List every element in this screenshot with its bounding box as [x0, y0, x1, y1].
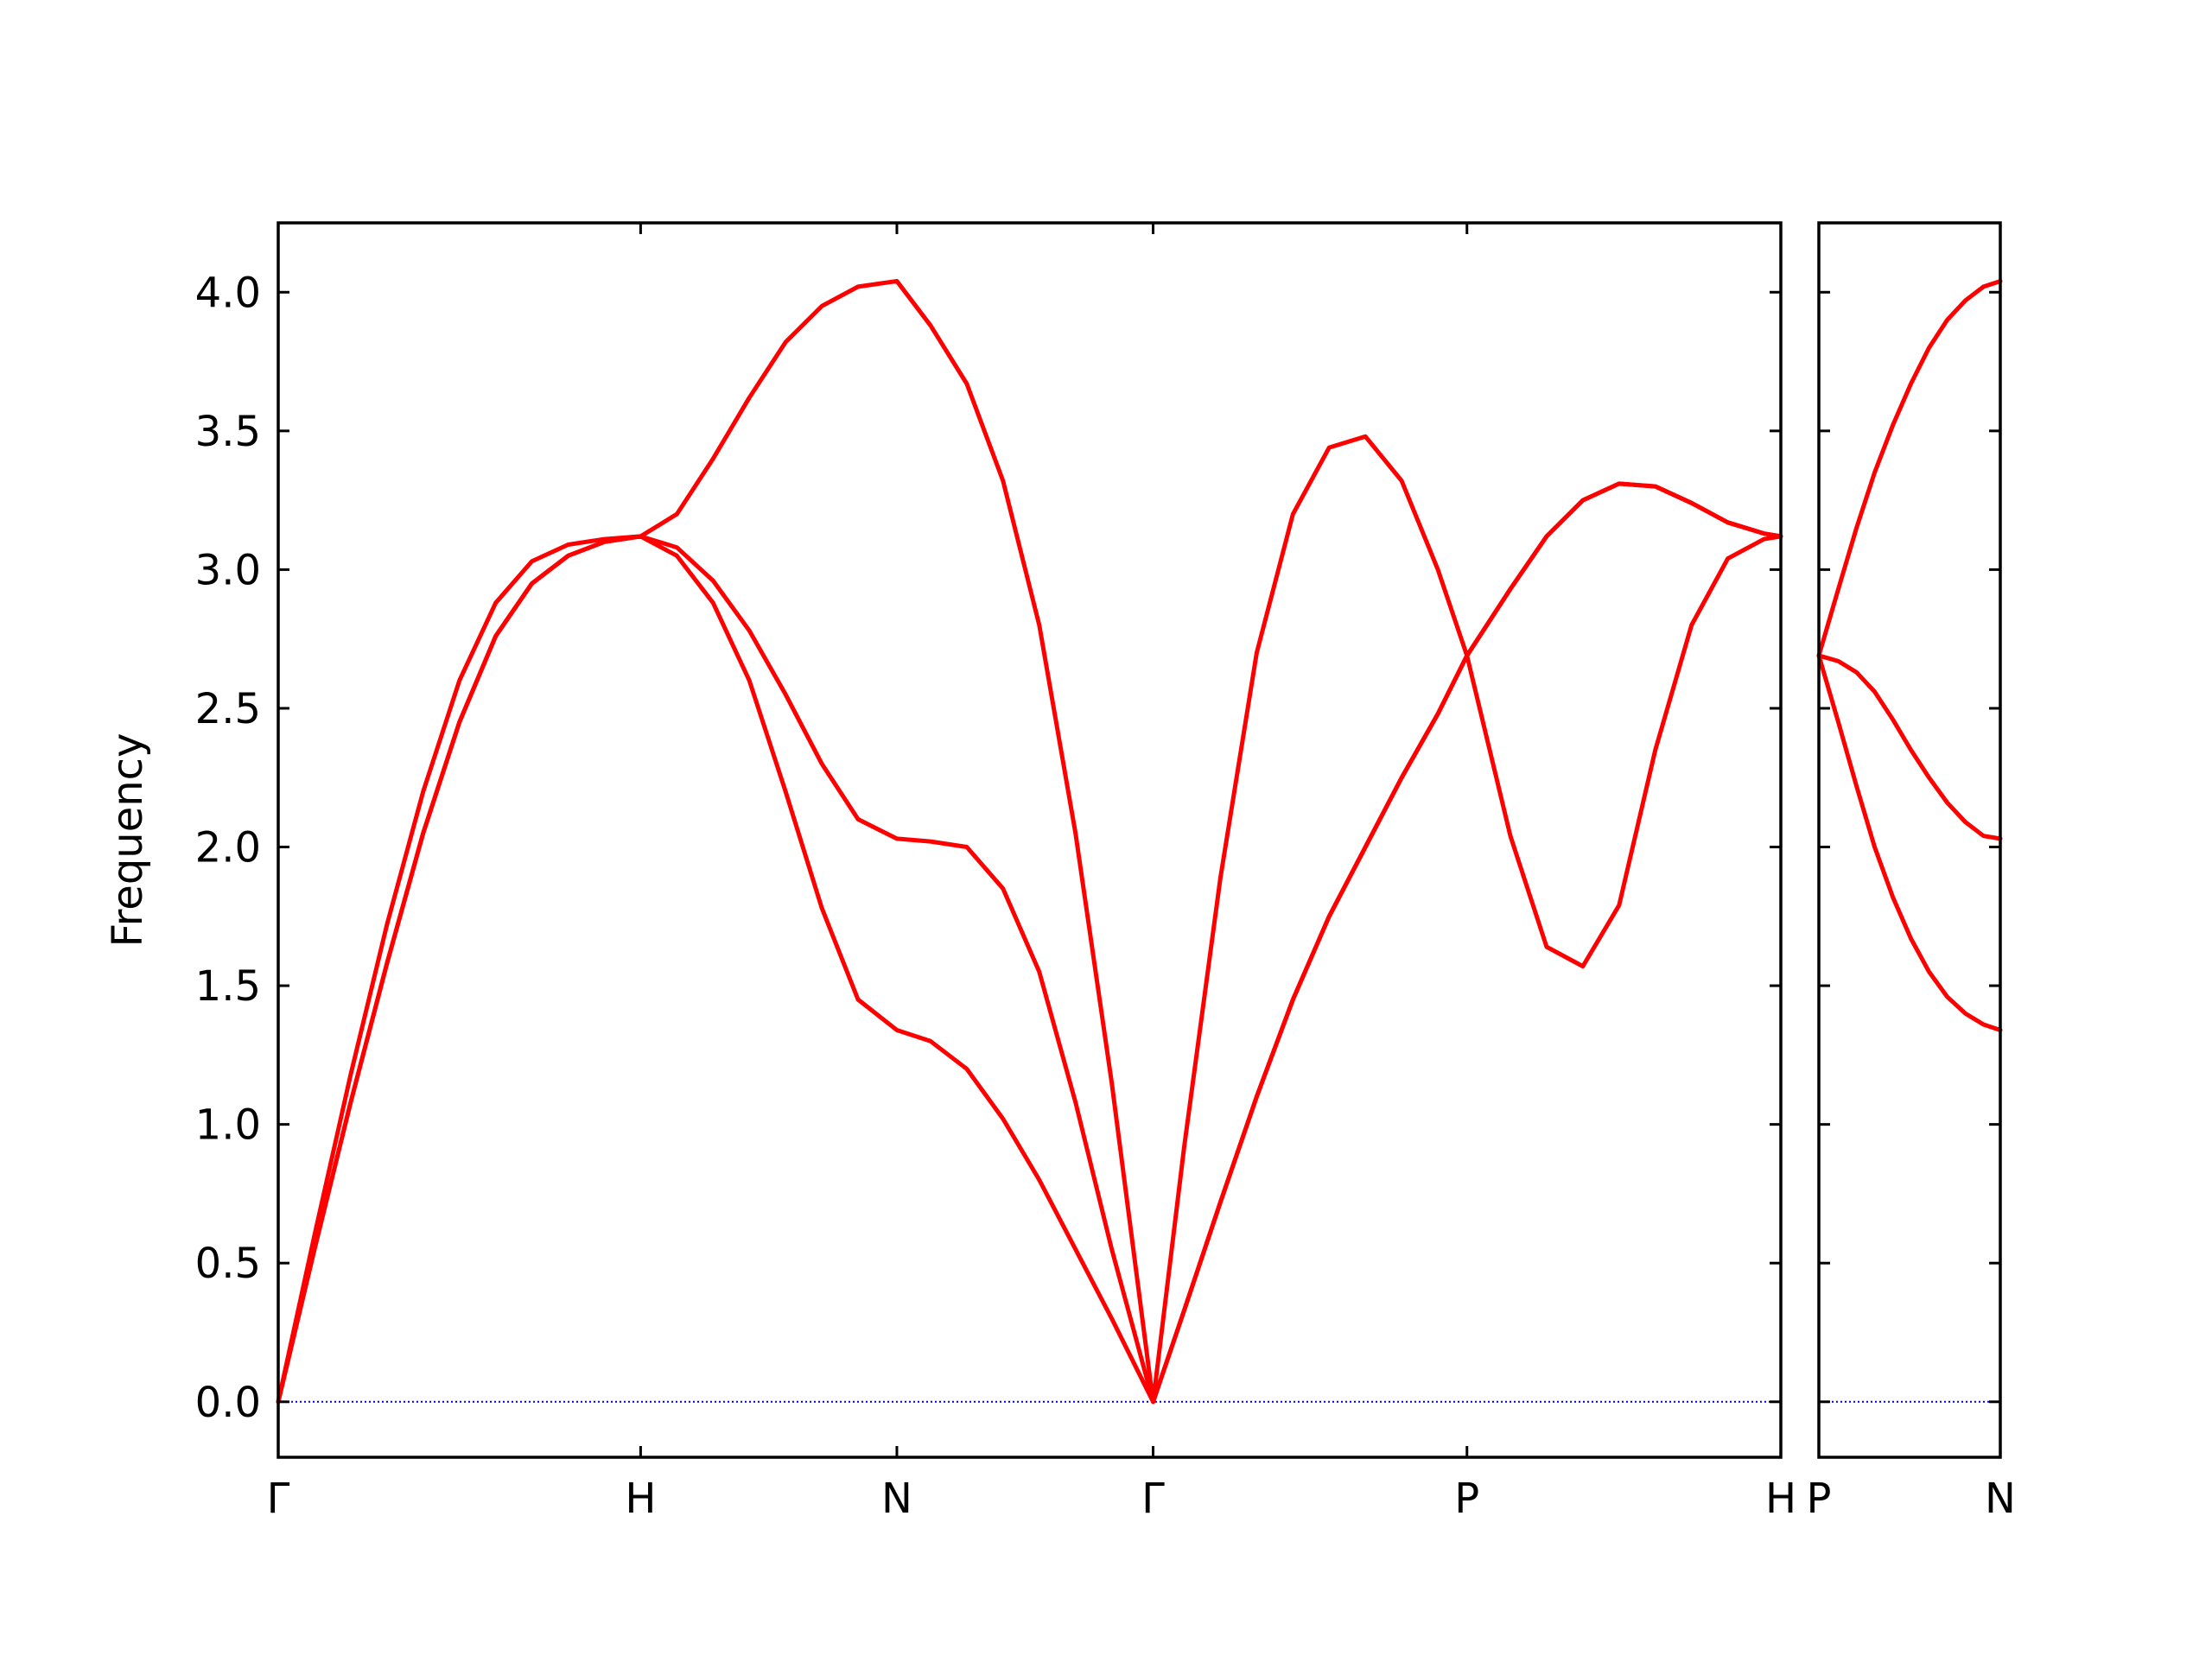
y-tick-label: 0.0	[195, 1379, 261, 1427]
plot-frame	[276, 221, 1783, 1459]
plot-frame	[1817, 221, 2002, 1459]
y-tick-label: 2.0	[195, 824, 261, 872]
x-tick-label: P	[1807, 1475, 1832, 1523]
y-tick-label: 0.5	[195, 1240, 261, 1288]
x-tick-label: Γ	[1141, 1475, 1165, 1523]
y-tick-label: 1.0	[195, 1101, 261, 1150]
band-line	[276, 278, 1783, 1405]
x-tick-label: N	[1985, 1475, 2016, 1523]
y-axis-label: Frequency	[104, 733, 152, 948]
band-line	[1816, 653, 2003, 841]
x-tick-label: H	[1765, 1475, 1796, 1523]
band-line	[276, 534, 1783, 1405]
band-line	[1816, 278, 2003, 658]
y-tick-label: 1.5	[195, 962, 261, 1011]
y-tick-label: 3.0	[195, 546, 261, 594]
y-tick-label: 2.5	[195, 685, 261, 733]
x-tick-label: Γ	[267, 1475, 290, 1523]
x-tick-label: H	[625, 1475, 656, 1523]
x-tick-label: N	[881, 1475, 912, 1523]
x-tick-label: P	[1454, 1475, 1479, 1523]
band-line	[1816, 653, 2003, 1032]
y-tick-label: 4.0	[195, 269, 261, 317]
y-tick-label: 3.5	[195, 408, 261, 456]
band-line	[276, 481, 1783, 1405]
